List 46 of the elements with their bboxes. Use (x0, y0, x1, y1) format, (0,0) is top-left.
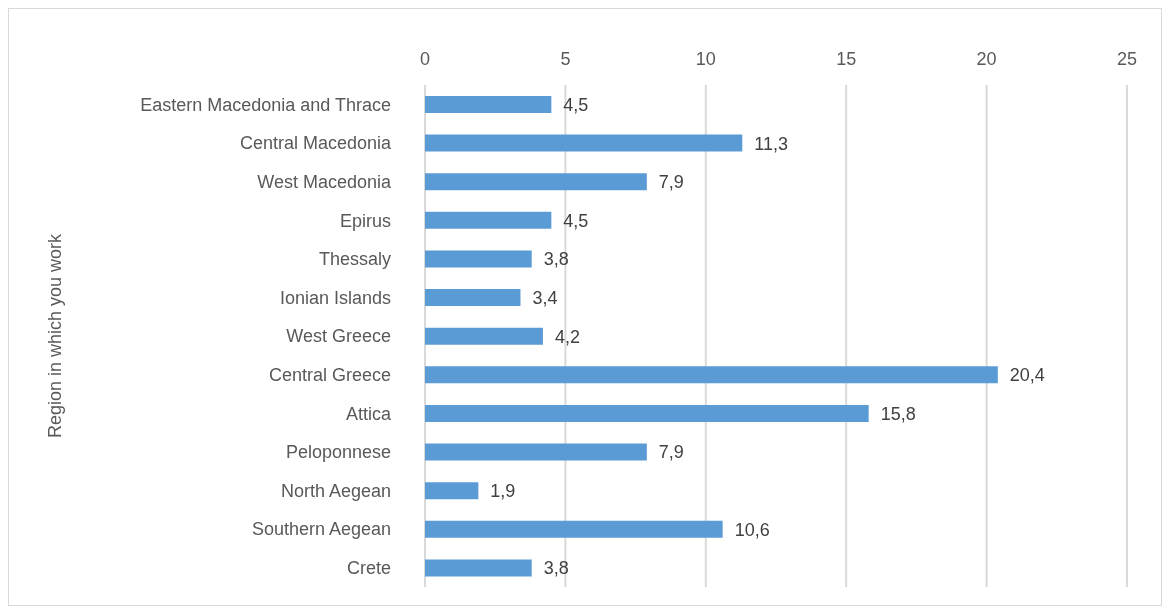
y-tick-label: Ionian Islands (279, 287, 391, 308)
bar (425, 443, 647, 461)
y-tick-label: Thessaly (318, 249, 391, 270)
x-tick-label: 15 (836, 49, 857, 69)
bar (425, 211, 552, 229)
y-tick-label: West Greece (286, 326, 391, 347)
y-tick-label: Attica (345, 403, 392, 424)
y-tick-label: Central Greece (268, 365, 391, 386)
data-label: 3,4 (532, 287, 558, 308)
bar (425, 134, 743, 152)
data-label: 1,9 (490, 481, 516, 502)
bar (425, 173, 647, 191)
y-tick-label: Eastern Macedonia and Thrace (140, 94, 391, 115)
bar (425, 559, 532, 577)
bar (425, 366, 998, 384)
data-label: 20,4 (1009, 365, 1045, 386)
x-tick-label: 0 (419, 49, 431, 69)
y-tick-label: Southern Aegean (251, 519, 391, 540)
data-label: 10,6 (734, 519, 770, 540)
data-label: 3,8 (543, 558, 569, 579)
y-tick-label: North Aegean (280, 480, 391, 501)
bar (425, 482, 479, 500)
data-label: 11,3 (754, 133, 789, 154)
y-tick-label: West Macedonia (257, 171, 392, 192)
y-tick-label: Epirus (339, 210, 391, 231)
y-tick-label: Peloponnese (285, 442, 391, 463)
x-tick-label: 20 (976, 49, 997, 69)
bar (425, 404, 869, 422)
data-label: 15,8 (880, 403, 916, 424)
data-label: 7,9 (658, 442, 684, 463)
y-tick-label: Central Macedonia (239, 133, 392, 154)
data-label: 3,8 (543, 249, 569, 270)
x-tick-label: 25 (1116, 49, 1138, 69)
data-label: 4,5 (563, 210, 589, 231)
y-axis-title: Region in which you work (45, 232, 66, 439)
bar (425, 250, 532, 268)
x-tick-label: 5 (560, 49, 571, 69)
y-tick-label: Crete (346, 558, 391, 579)
bar (425, 327, 543, 345)
bar (425, 96, 552, 113)
data-label: 7,9 (658, 172, 684, 193)
x-tick-label: 10 (695, 49, 716, 69)
bar (425, 289, 521, 307)
data-label: 4,2 (554, 326, 580, 347)
bar (425, 520, 723, 538)
data-label: 4,5 (563, 94, 589, 115)
